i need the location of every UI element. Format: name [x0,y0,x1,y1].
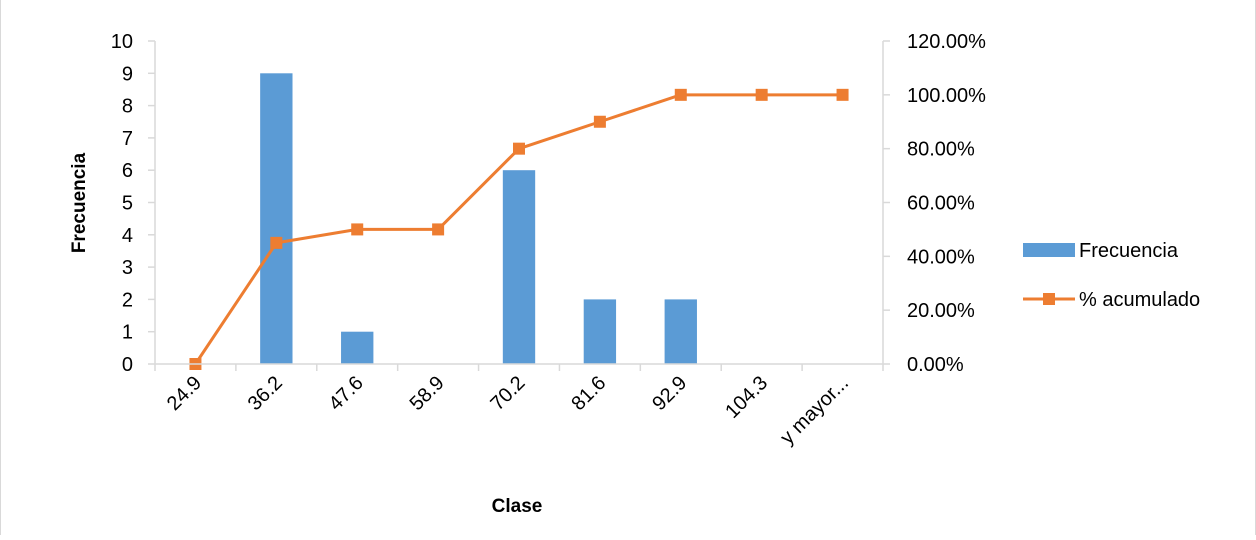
line-point [513,142,525,155]
bar [502,170,536,364]
x-axis-title: Clase [492,496,543,517]
bar-series [260,73,697,365]
left-axis-tick-label: 5 [122,193,133,215]
legend: Frecuencia % acumulado [1023,240,1200,311]
bar [664,299,697,364]
left-axis-tick-label: 3 [122,257,133,279]
left-axis-ticks: 0 1 2 3 4 5 6 7 8 9 10 [111,31,155,376]
x-axis-tick-label: 58.9 [406,372,449,415]
right-axis-tick-label: 80.00% [907,139,975,161]
x-axis-tick-label: 92.9 [648,372,691,415]
x-axis-ticks: 24.9 36.2 47.6 58.9 70.2 81.6 92.9 104.3 y mayor… [154,364,884,449]
x-axis-tick-label: 36.2 [244,372,287,415]
left-axis-tick-label: 1 [122,322,133,344]
legend-swatch-bar [1023,243,1075,257]
left-axis-tick-label: 7 [122,128,133,150]
line-point [270,236,283,249]
line-point [432,223,445,236]
right-axis-tick-label: 20.00% [907,300,975,322]
x-axis-tick-label: 24.9 [163,372,206,415]
left-axis-tick-label: 9 [122,63,133,85]
bar [260,73,293,365]
left-axis-tick-label: 4 [122,225,133,247]
legend-label-line: % acumulado [1079,289,1200,311]
right-axis-tick-label: 60.00% [907,193,975,215]
right-axis-tick-label: 0.00% [907,354,964,376]
right-axis-tick-label: 100.00% [907,85,986,107]
x-axis-tick-label: y mayor... [776,372,853,449]
line-point [836,88,849,101]
bar [583,299,617,364]
line-point [674,88,687,101]
legend-swatch-marker [1043,293,1055,305]
line-series [189,88,849,370]
right-axis-tick-label: 40.00% [907,246,975,268]
line-point [351,223,364,236]
left-axis-tick-label: 10 [111,31,133,53]
y-axis-title: Frecuencia [69,152,90,253]
legend-label-bar: Frecuencia [1079,240,1179,262]
right-axis-tick-label: 120.00% [907,31,986,53]
x-axis-tick-label: 104.3 [721,372,772,423]
x-axis-tick-label: 81.6 [567,372,610,415]
right-axis-ticks: 0.00% 20.00% 40.00% 60.00% 80.00% 100.00% 120.… [883,31,986,376]
left-axis-tick-label: 0 [122,354,133,376]
left-axis-tick-label: 8 [122,96,133,118]
line-point [755,88,768,101]
left-axis-tick-label: 6 [122,160,133,182]
line-point [593,115,606,128]
x-axis-tick-label: 47.6 [325,372,368,415]
left-axis-tick-label: 2 [122,289,133,311]
x-axis-tick-label: 70.2 [486,372,529,415]
bar [341,331,374,364]
